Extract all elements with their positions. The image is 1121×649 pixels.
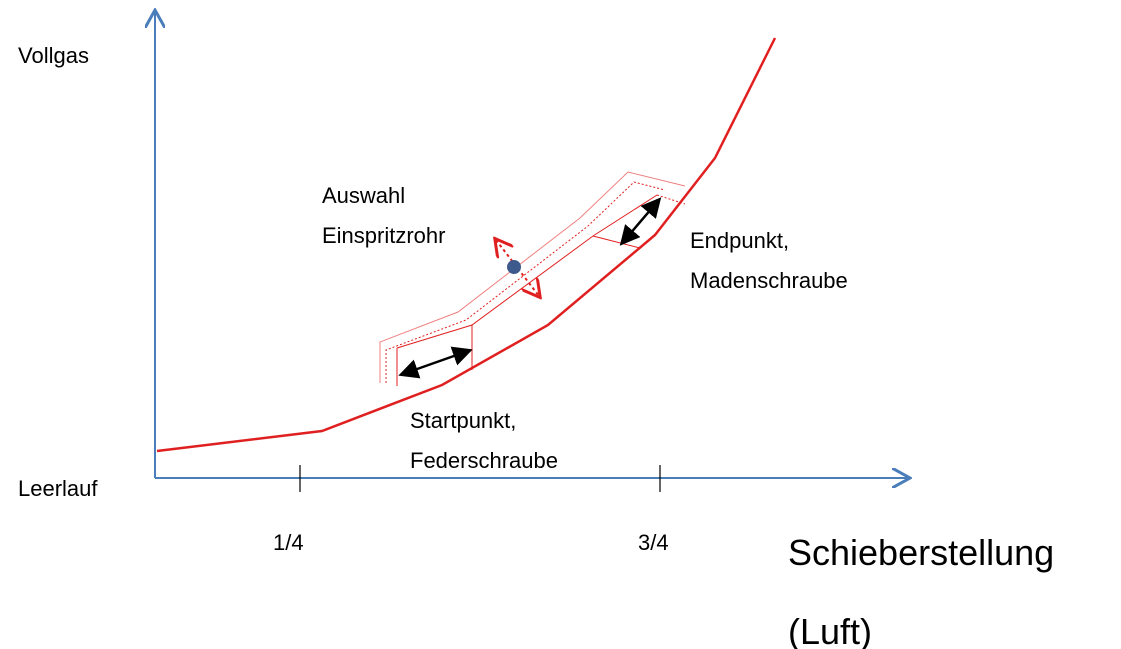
annotation: Endpunkt, xyxy=(690,228,789,253)
y-bottom-label: Leerlauf xyxy=(18,476,98,501)
y-top-label: Vollgas xyxy=(18,43,89,68)
dot xyxy=(507,260,521,274)
arrow xyxy=(619,197,662,246)
arrow xyxy=(398,346,473,379)
band-line xyxy=(396,194,658,349)
x-tick-label: 3/4 xyxy=(638,530,669,555)
outer-band xyxy=(379,171,686,383)
x-axis-title: Schieberstellung xyxy=(788,532,1054,573)
band-edge xyxy=(592,235,641,249)
outer-band xyxy=(385,181,666,383)
x-axis-title: (Luft) xyxy=(788,611,872,649)
annotation: Madenschraube xyxy=(690,268,848,293)
curve xyxy=(156,37,777,453)
annotation: Einspritzrohr xyxy=(322,223,445,248)
annotation: Federschraube xyxy=(410,448,558,473)
annotation: Auswahl xyxy=(322,183,405,208)
band-edge xyxy=(656,194,686,205)
x-tick-label: 1/4 xyxy=(273,530,304,555)
annotation: Startpunkt, xyxy=(410,408,516,433)
